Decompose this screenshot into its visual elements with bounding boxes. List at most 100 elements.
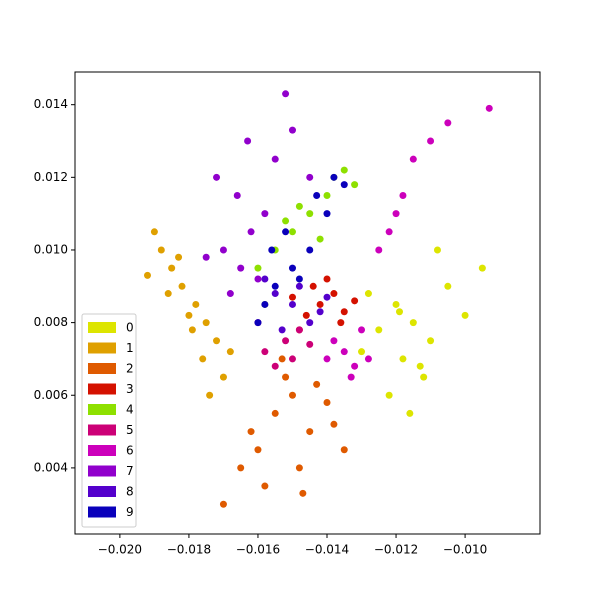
point [219,373,227,381]
x-tick-label: −0.018 [167,543,211,557]
point [247,428,255,436]
point [282,217,290,225]
point [351,181,359,189]
point [288,228,296,236]
point [175,253,183,261]
point [323,355,331,363]
point [164,290,172,298]
legend-label: 9 [126,505,134,519]
legend-swatch [88,445,116,456]
legend-swatch [88,383,116,395]
point [288,355,296,363]
point [288,264,296,272]
point [168,264,176,272]
point [271,409,279,417]
point [313,191,321,199]
point [261,210,269,218]
point [288,293,296,301]
point [399,355,407,363]
legend-swatch [88,363,116,374]
point [271,282,279,290]
legend-label: 8 [126,485,134,499]
point [143,271,151,279]
point [427,337,435,345]
point [268,246,276,254]
point [206,391,214,399]
point [237,264,245,272]
point [330,420,338,428]
point [271,155,279,163]
legend-label: 6 [126,444,134,458]
point [313,380,321,388]
point [399,191,407,199]
point [288,126,296,134]
legend-swatch [88,342,116,354]
point [385,391,393,399]
point [254,264,262,272]
point [330,337,338,345]
point [340,166,348,174]
point [406,409,414,417]
legend-label: 2 [126,362,134,376]
legend-label: 5 [126,423,134,437]
point [323,293,331,301]
point [351,297,359,305]
point [416,362,424,370]
point [444,282,452,290]
point [299,489,307,497]
point [340,446,348,454]
point [340,181,348,189]
point [254,319,262,327]
point [306,319,314,327]
y-tick-label: 0.010 [34,242,68,256]
point [306,210,314,218]
point [316,308,324,316]
point [364,290,372,298]
point [461,311,469,319]
x-tick-label: −0.016 [236,543,280,557]
point [288,300,296,308]
point [306,428,314,436]
point [323,191,331,199]
x-tick-label: −0.012 [374,543,418,557]
point [433,246,441,254]
y-tick-label: 0.006 [34,388,68,402]
point [202,253,210,261]
y-tick-label: 0.014 [34,97,68,111]
point [261,348,269,356]
point [261,300,269,308]
point [392,300,400,308]
points [143,90,493,508]
point [282,90,290,98]
point [330,173,338,181]
point [261,275,269,283]
point [358,348,366,356]
legend-swatch [88,486,116,497]
point [188,326,196,334]
legend-swatch [88,465,116,477]
point [364,355,372,363]
point [306,173,314,181]
point [199,355,207,363]
point [271,290,279,298]
point [202,319,210,327]
point [295,464,303,472]
point [226,290,234,298]
point [282,373,290,381]
point [219,500,227,508]
point [485,104,493,112]
point [351,362,359,370]
point [427,137,435,145]
point [295,326,303,334]
y-tick-label: 0.012 [34,170,68,184]
point [316,235,324,243]
legend-label: 7 [126,464,134,478]
point [244,137,252,145]
point [261,482,269,490]
point [323,210,331,218]
x-tick-label: −0.010 [443,543,487,557]
point [420,373,428,381]
point [282,337,290,345]
legend-swatch [88,506,116,518]
point [247,228,255,236]
